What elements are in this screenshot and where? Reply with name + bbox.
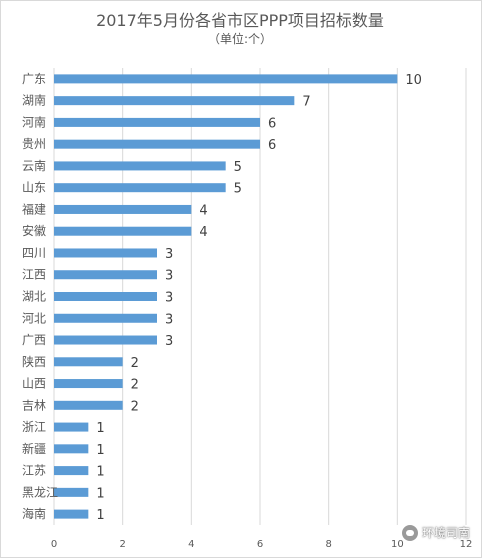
data-label: 2 (131, 399, 139, 414)
data-label: 1 (96, 508, 104, 523)
category-label: 黑龙江 (22, 485, 58, 499)
x-tick-labels: 0 2 4 6 8 10 12 (51, 539, 473, 550)
x-tick-label: 6 (257, 539, 263, 550)
wechat-icon (402, 524, 418, 541)
watermark-text: 环境司南 (422, 526, 471, 540)
category-label: 江西 (22, 268, 46, 282)
bar (54, 357, 123, 367)
category-label: 吉林 (22, 398, 46, 412)
category-label: 山西 (22, 377, 46, 391)
data-label: 3 (165, 334, 173, 349)
x-tick-label: 4 (188, 539, 194, 550)
x-tick-label: 10 (391, 539, 404, 550)
category-label: 四川 (22, 246, 46, 260)
category-label: 新疆 (22, 441, 46, 456)
category-label: 河南 (22, 114, 46, 129)
x-tick-label: 8 (325, 539, 331, 550)
bar (54, 139, 260, 149)
data-label: 1 (96, 465, 104, 480)
watermark: 环境司南 (402, 524, 470, 541)
bar (54, 466, 89, 476)
data-label: 2 (131, 356, 139, 371)
category-label: 湖北 (22, 289, 46, 304)
x-tick-label: 2 (119, 539, 125, 550)
bars (54, 74, 398, 519)
data-label: 3 (165, 269, 173, 284)
bar (54, 509, 89, 519)
category-label: 广西 (22, 333, 46, 347)
data-label: 4 (199, 225, 207, 240)
bar (54, 379, 123, 389)
data-label: 1 (96, 486, 104, 501)
bar (54, 487, 89, 497)
category-label: 河北 (22, 311, 46, 325)
category-label: 安徽 (22, 223, 46, 238)
category-label: 江苏 (22, 464, 46, 478)
data-label: 4 (199, 203, 207, 218)
category-label: 山东 (22, 181, 46, 195)
bar (54, 400, 123, 410)
bar (54, 204, 192, 214)
chart-subtitle: （单位:个） (207, 32, 273, 46)
bar (54, 117, 260, 127)
category-label: 海南 (22, 506, 46, 521)
bar (54, 335, 157, 345)
category-label: 陕西 (22, 354, 46, 369)
chart-title: 2017年5月份各省市区PPP项目招标数量 (96, 11, 384, 30)
data-label: 3 (165, 247, 173, 262)
bar (54, 313, 157, 323)
bar (54, 444, 89, 454)
bar (54, 161, 226, 171)
category-labels: 广东湖南河南贵州云南山东福建安徽四川江西湖北河北广西陕西山西吉林浙江新疆江苏黑龙… (22, 72, 58, 521)
data-label: 7 (302, 95, 310, 110)
bar (54, 183, 226, 193)
bar (54, 292, 157, 301)
bar (54, 226, 192, 236)
data-label: 3 (165, 291, 173, 306)
data-label: 5 (234, 182, 242, 197)
data-label: 6 (268, 138, 276, 153)
category-label: 福建 (22, 201, 46, 216)
x-tick-label: 12 (460, 539, 473, 550)
x-tick-label: 0 (51, 539, 57, 550)
bar (54, 422, 89, 432)
bar (54, 248, 157, 258)
bar (54, 96, 295, 106)
data-label: 1 (96, 421, 104, 436)
data-label: 1 (96, 443, 104, 458)
category-label: 广东 (22, 72, 46, 86)
category-label: 贵州 (22, 137, 46, 151)
data-label: 3 (165, 312, 173, 327)
category-label: 浙江 (22, 420, 46, 434)
category-label: 湖南 (22, 93, 46, 108)
data-label: 2 (131, 378, 139, 393)
data-label: 5 (234, 160, 242, 175)
data-label: 6 (268, 116, 276, 131)
data-label: 10 (405, 73, 422, 88)
bar (54, 74, 398, 84)
bar (54, 270, 157, 280)
category-label: 云南 (22, 158, 46, 173)
data-labels: 10 7 6 6 5 5 4 4 3 3 3 3 3 2 2 2 1 1 1 1 1 (96, 73, 422, 523)
